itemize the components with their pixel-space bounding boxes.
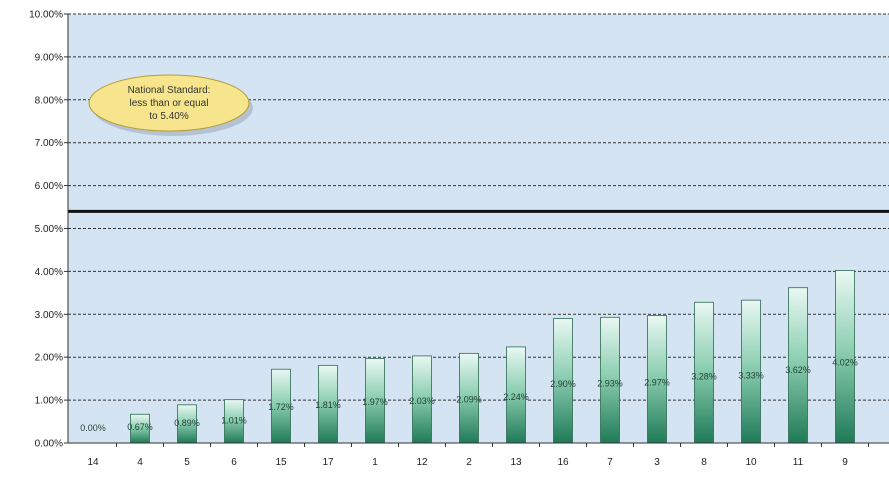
bar-value-label: 2.09% xyxy=(456,395,482,405)
y-tick-label: 1.00% xyxy=(35,396,63,407)
bar-value-label: 2.90% xyxy=(550,379,576,389)
y-tick-label: 6.00% xyxy=(35,181,63,192)
x-tick-label: 1 xyxy=(372,457,378,468)
bar-value-label: 0.89% xyxy=(174,418,200,428)
x-tick-label: 4 xyxy=(137,457,143,468)
x-tick-label: 11 xyxy=(793,457,804,468)
y-tick-label: 4.00% xyxy=(35,267,63,278)
x-tick-label: 5 xyxy=(184,457,190,468)
bar-value-label: 2.93% xyxy=(597,378,623,388)
bars: 0.00% 0.67% 0.89% 1.01% 1.72% 1.81% 1.97% 2.03%… xyxy=(80,270,858,444)
callout-bubble xyxy=(88,74,250,132)
x-tick-label: 10 xyxy=(745,457,757,468)
bar-value-label: 1.81% xyxy=(315,400,341,410)
bar-value-label: 0.00% xyxy=(80,423,106,433)
y-tick-label: 3.00% xyxy=(35,310,63,321)
y-tick-label: 7.00% xyxy=(35,138,63,149)
bar-value-label: 2.03% xyxy=(409,396,435,406)
callout-text-line-2: less than or equal xyxy=(130,98,209,109)
bar-value-label: 1.72% xyxy=(268,402,294,412)
axes: 0.00% 1.00% 2.00% 3.00% 4.00% 5.00% 6.00% 7.00%… xyxy=(29,10,889,468)
bar-value-label: 4.02% xyxy=(832,357,858,367)
x-tick-label: 2 xyxy=(466,457,472,468)
x-tick-label: 7 xyxy=(607,457,613,468)
bar-value-label: 2.97% xyxy=(644,378,670,388)
callout-text-line-1: National Standard: xyxy=(128,85,211,96)
y-tick-label: 2.00% xyxy=(35,353,63,364)
national-standard-callout: National Standard: less than or equal to… xyxy=(88,74,253,136)
y-tick-label: 10.00% xyxy=(29,10,63,21)
bar-value-label: 1.97% xyxy=(362,397,388,407)
bar-value-label: 3.28% xyxy=(691,372,717,382)
x-tick-label: 9 xyxy=(842,457,848,468)
y-tick-label: 5.00% xyxy=(35,224,63,235)
x-tick-label: 17 xyxy=(322,457,334,468)
x-tick-label: 3 xyxy=(654,457,660,468)
callout-text-line-3: to 5.40% xyxy=(149,111,189,122)
x-tick-label: 6 xyxy=(231,457,237,468)
y-tick-label: 8.00% xyxy=(35,95,63,106)
y-tick-label: 9.00% xyxy=(35,52,63,63)
x-tick-label: 15 xyxy=(275,457,287,468)
x-tick-label: 14 xyxy=(87,457,99,468)
x-tick-label: 13 xyxy=(510,457,522,468)
x-tick-label: 12 xyxy=(416,457,428,468)
x-tick-label: 8 xyxy=(701,457,707,468)
bar-value-label: 0.67% xyxy=(127,422,153,432)
bar-value-label: 3.62% xyxy=(785,365,811,375)
x-tick-label: 16 xyxy=(557,457,569,468)
bar-value-label: 1.01% xyxy=(221,416,247,426)
bar-value-label: 2.24% xyxy=(503,392,529,402)
bar-value-label: 3.33% xyxy=(738,371,764,381)
y-tick-label: 0.00% xyxy=(35,439,63,450)
